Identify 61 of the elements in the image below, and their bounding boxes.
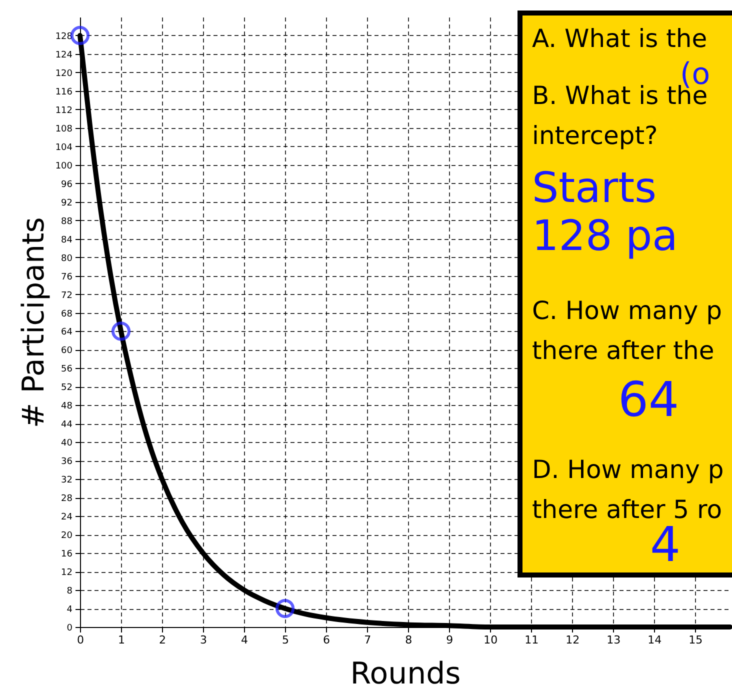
y-tick-label: 36 — [61, 457, 73, 468]
y-tick-label: 0 — [66, 624, 73, 634]
x-tick-label: 13 — [606, 634, 621, 646]
y-tick-label: 8 — [66, 586, 73, 597]
y-tick-label: 92 — [61, 198, 72, 208]
x-tick-label: 14 — [648, 634, 662, 646]
y-tick-label: 76 — [61, 272, 73, 282]
x-tick-label: 10 — [484, 634, 498, 646]
x-tick-label: 2 — [159, 634, 166, 646]
y-tick-label: 4 — [66, 605, 73, 616]
y-tick-label: 100 — [55, 161, 73, 172]
y-tick-label: 12 — [61, 568, 72, 578]
x-tick-label: 6 — [323, 634, 330, 646]
x-tick-label: 12 — [566, 634, 580, 646]
annotation: C. How many p — [532, 296, 722, 325]
y-tick-label: 84 — [61, 235, 73, 246]
x-axis-title: Rounds — [350, 656, 461, 692]
y-tick-label: 48 — [61, 402, 73, 412]
x-tick-label: 1 — [118, 634, 126, 646]
x-tick-label: 3 — [200, 634, 208, 646]
annotation: 128 pa — [532, 211, 678, 260]
y-tick-label: 112 — [55, 106, 72, 116]
y-tick-label: 32 — [61, 476, 72, 486]
x-tick-label: 0 — [77, 634, 84, 646]
y-tick-label: 40 — [61, 438, 73, 449]
y-tick-label: 64 — [61, 328, 73, 338]
annotation: intercept? — [532, 121, 658, 150]
y-tick-label: 80 — [61, 254, 73, 264]
point — [70, 26, 90, 46]
x-tick-label: 8 — [405, 634, 412, 646]
y-tick-label: 52 — [61, 383, 72, 394]
y-axis-title: # Participants — [16, 217, 52, 428]
annotation: 64 — [618, 372, 680, 428]
y-tick-label: 24 — [61, 512, 73, 523]
point — [111, 322, 131, 341]
y-tick-label: 124 — [55, 50, 73, 60]
x-tick-label: 11 — [524, 634, 539, 646]
y-tick-label: 60 — [61, 346, 73, 356]
x-tick-label: 9 — [446, 634, 454, 646]
x-tick-label: 5 — [282, 634, 290, 646]
y-tick-label: 16 — [61, 550, 73, 560]
x-tick-label: 15 — [688, 634, 703, 646]
y-tick-label: 88 — [61, 216, 73, 227]
y-tick-label: 20 — [61, 531, 73, 542]
y-tick-label: 108 — [55, 124, 73, 134]
y-tick-label: 104 — [55, 142, 73, 153]
y-tick-label: 116 — [55, 87, 73, 98]
annotation: Starts — [532, 163, 656, 212]
y-tick-label: 96 — [61, 180, 73, 190]
y-tick-label: 44 — [61, 420, 73, 430]
y-tick-label: 72 — [61, 290, 72, 301]
x-tick-label: 7 — [364, 634, 372, 646]
annotation: A. What is the — [532, 24, 708, 53]
annotation: there after the — [532, 336, 714, 365]
point — [275, 598, 295, 618]
y-tick-label: 68 — [61, 309, 73, 320]
y-tick-label: 56 — [61, 364, 73, 375]
annotation: D. How many p — [532, 455, 724, 484]
y-tick-label: 28 — [61, 494, 73, 504]
x-tick-label: 4 — [241, 634, 248, 646]
y-tick-label: 120 — [55, 68, 73, 79]
